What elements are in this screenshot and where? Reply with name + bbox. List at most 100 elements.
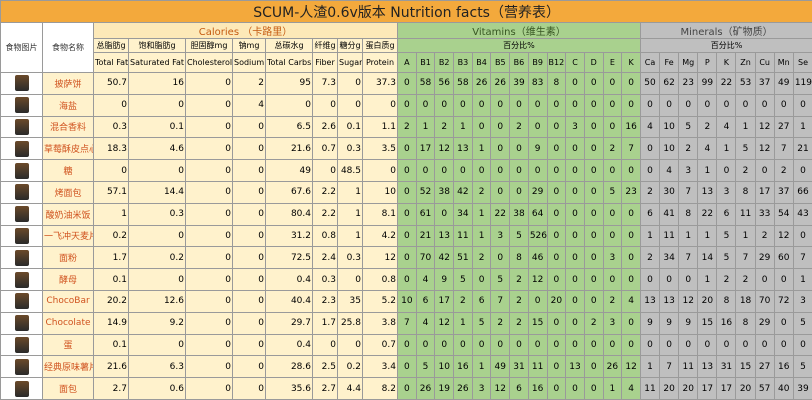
nutrient-value: 0: [397, 72, 417, 95]
nutrient-value: 18.3: [93, 137, 129, 161]
nutrient-value: 0: [185, 224, 233, 248]
nutrient-value: 20: [659, 377, 680, 400]
nutrient-value: 0: [565, 180, 585, 204]
nutrient-value: 2: [434, 115, 455, 139]
nutrient-value: 1: [337, 202, 363, 226]
column-unit: 蛋白质g: [362, 38, 398, 53]
nutrient-value: 12: [621, 355, 641, 379]
nutrient-value: 16: [716, 311, 737, 335]
nutrient-value: 2: [735, 268, 756, 291]
food-image: [0, 246, 43, 270]
nutrient-value: 1: [471, 224, 492, 248]
nutrient-value: 10: [659, 115, 680, 139]
nutrient-value: 0: [312, 93, 338, 117]
nutrient-value: 4: [621, 289, 641, 313]
nutrient-value: 0: [546, 137, 567, 161]
nutrient-value: 0: [602, 268, 623, 291]
column-name: Se: [792, 52, 812, 73]
nutrient-value: 38: [434, 180, 455, 204]
nutrient-value: 12: [434, 137, 455, 161]
table-row: 海盐 0 0 0 4 0 0 0 0 0 0 0 0 0 0 0 0 0 0 0 0 0 0 0 0 0 0 0 0 0 0: [0, 93, 812, 117]
column-name: Total Carbs: [265, 52, 313, 73]
nutrient-value: 0: [697, 333, 718, 357]
nutrient-value: 3: [602, 311, 623, 335]
nutrient-value: 0: [232, 115, 266, 139]
nutrient-value: 0: [128, 333, 186, 357]
nutrient-value: 22: [490, 202, 511, 226]
nutrient-value: 5: [716, 246, 737, 270]
nutrient-value: 2: [509, 289, 529, 313]
nutrient-value: 6: [716, 202, 737, 226]
nutrient-value: 17: [697, 377, 718, 400]
nutrient-value: 4: [621, 377, 641, 400]
nutrient-value: 0: [678, 93, 699, 117]
nutrient-value: 0: [93, 159, 129, 182]
nutrient-value: 0: [471, 159, 492, 182]
nutrient-value: 2: [678, 137, 699, 161]
nutrient-value: 83: [527, 72, 548, 95]
nutrient-value: 0.4: [265, 268, 313, 291]
nutrient-value: 2: [716, 268, 737, 291]
nutrient-value: 9.2: [128, 311, 186, 335]
food-image: [0, 311, 43, 335]
nutrient-value: 26: [490, 72, 511, 95]
nutrient-value: 0: [621, 202, 641, 226]
nutrient-value: 1: [471, 202, 492, 226]
nutrient-value: 2.6: [312, 115, 338, 139]
nutrient-value: 1: [471, 137, 492, 161]
column-unit: 饱和脂肪g: [128, 38, 186, 53]
nutrient-value: 0: [527, 159, 548, 182]
nutrient-value: 0: [397, 93, 417, 117]
nutrient-value: 12: [754, 115, 775, 139]
nutrient-value: 1: [602, 377, 623, 400]
nutrient-value: 0: [453, 159, 473, 182]
nutrient-value: 70: [415, 246, 436, 270]
nutrient-value: 38: [509, 202, 529, 226]
nutrient-value: 11: [527, 355, 548, 379]
nutrient-value: 0: [397, 377, 417, 400]
nutrient-value: 0: [527, 333, 548, 357]
nutrient-value: 62: [659, 72, 680, 95]
nutrient-value: 1: [415, 115, 436, 139]
nutrient-value: 0.8: [362, 268, 398, 291]
nutrient-value: 2: [735, 159, 756, 182]
nutrient-value: 1: [453, 115, 473, 139]
nutrient-value: 0: [602, 159, 623, 182]
nutrient-value: 0: [490, 115, 511, 139]
nutrient-value: 5: [792, 311, 812, 335]
nutrient-value: 0: [735, 333, 756, 357]
nutrient-value: 2: [232, 72, 266, 95]
nutrient-value: 5: [716, 224, 737, 248]
nutrient-value: 0: [659, 333, 680, 357]
nutrient-value: 2.7: [93, 377, 129, 400]
nutrient-value: 13: [697, 180, 718, 204]
nutrient-value: 0: [337, 72, 363, 95]
column-name: B1: [415, 52, 436, 73]
nutrient-value: 0: [397, 159, 417, 182]
nutrient-value: 2: [509, 115, 529, 139]
nutrient-value: 10: [397, 289, 417, 313]
nutrient-value: 0: [453, 93, 473, 117]
nutrient-value: 0: [509, 333, 529, 357]
nutrient-value: 80.4: [265, 202, 313, 226]
nutrient-value: 0: [792, 93, 812, 117]
column-name: C: [565, 52, 585, 73]
nutrient-value: 0: [232, 202, 266, 226]
table-row: 食物图片 食物名称 Calories （卡路里） Vitamins（维生素） Miner…: [0, 22, 812, 73]
nutrient-value: 7: [735, 246, 756, 270]
nutrient-value: 0: [546, 246, 567, 270]
nutrient-value: 10: [434, 355, 455, 379]
nutrient-value: 0: [621, 224, 641, 248]
nutrient-value: 35: [337, 289, 363, 313]
nutrient-value: 0: [735, 93, 756, 117]
food-name: 酵母: [42, 268, 94, 291]
nutrient-value: 15: [527, 311, 548, 335]
nutrient-value: 0: [312, 159, 338, 182]
nutrient-value: 0: [490, 333, 511, 357]
nutrient-value: 0: [565, 159, 585, 182]
nutrient-value: 11: [678, 355, 699, 379]
food-image: [0, 180, 43, 204]
nutrient-value: 8.1: [362, 202, 398, 226]
nutrient-value: 0: [185, 355, 233, 379]
nutrient-value: 34: [453, 202, 473, 226]
